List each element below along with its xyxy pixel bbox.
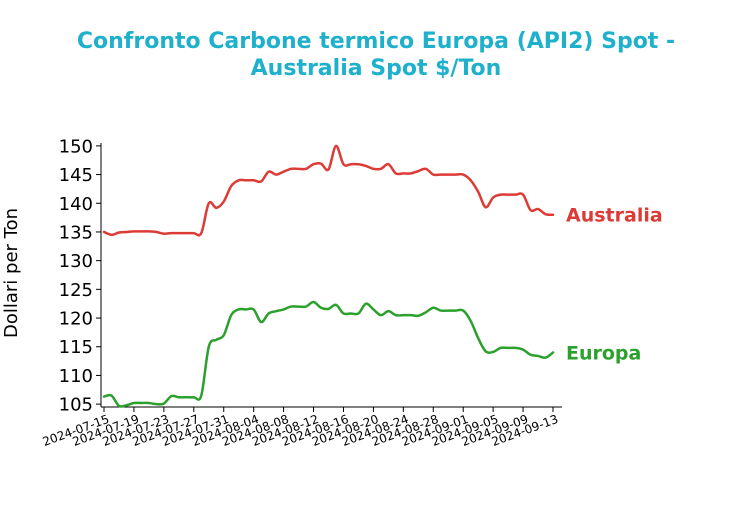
y-tick-label: 140 [59,194,93,215]
chart-title-line-2: Australia Spot $/Ton [251,56,502,81]
series-label-australia: Australia [566,205,663,227]
y-tick-label: 145 [59,165,93,186]
series-line-europa [102,300,555,408]
y-tick-label: 125 [59,280,93,301]
y-tick-label: 105 [59,395,93,416]
y-axis-label: Dollari per Ton [1,208,22,338]
series-lines [102,144,555,408]
y-tick-label: 120 [59,309,93,330]
y-tick-label: 150 [59,136,93,157]
series-label-europa: Europa [566,342,641,364]
y-tick-label: 130 [59,251,93,272]
x-axis-ticks: 2024-07-152024-07-192024-07-232024-07-27… [41,407,560,449]
series-end-labels: Australia Europa [566,205,663,365]
series-line-australia [102,144,555,237]
y-tick-label: 110 [59,366,93,387]
y-tick-label: 115 [59,337,93,358]
y-axis-ticks: 105 110 115 120 125 130 135 140 145 150 [59,136,101,416]
chart-title-line-1: Confronto Carbone termico Europa (API2) … [77,29,675,54]
y-tick-label: 135 [59,222,93,243]
